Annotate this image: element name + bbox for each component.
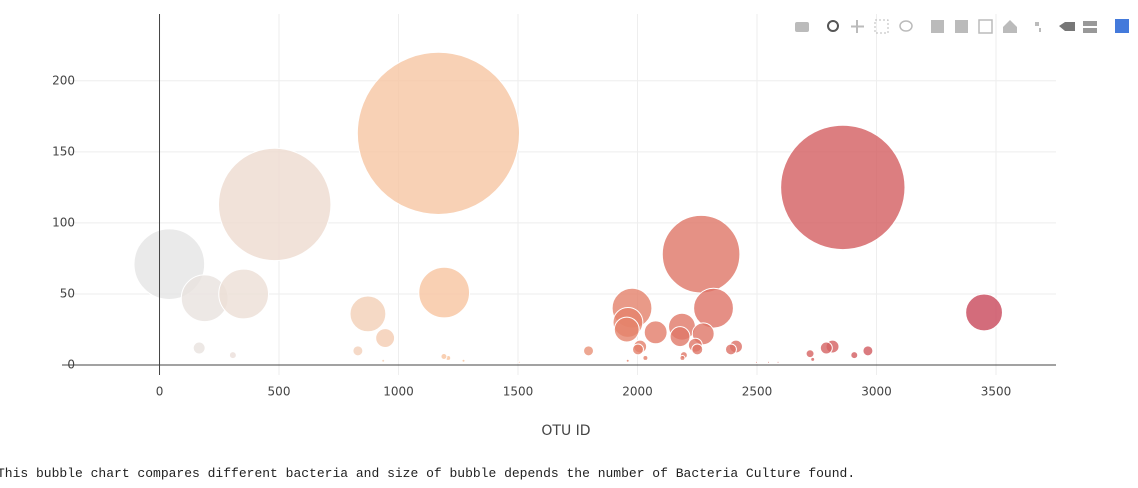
bubble	[613, 316, 640, 343]
x-tick-label: 1500	[503, 385, 534, 399]
bubble	[766, 360, 770, 364]
bubble	[724, 343, 737, 356]
y-tick-label: 100	[52, 215, 75, 229]
modebar[interactable]	[795, 19, 1129, 34]
x-tick-label: 0	[156, 385, 164, 399]
bubble	[693, 287, 734, 329]
bubble	[192, 341, 206, 355]
bubble	[669, 326, 691, 348]
autoscale-button[interactable]	[978, 19, 993, 34]
y-tick-label: 50	[60, 286, 75, 300]
bubble	[691, 343, 704, 356]
hover-closest-button[interactable]	[1059, 22, 1075, 31]
bubble	[632, 343, 644, 356]
bubble	[780, 124, 906, 251]
x-axis-title: OTU ID	[541, 423, 590, 439]
bubble	[356, 51, 521, 215]
bubble	[517, 360, 521, 364]
bubble	[375, 328, 396, 348]
bubble	[661, 214, 741, 294]
reset-button[interactable]	[1003, 20, 1017, 33]
spike-button[interactable]	[1035, 22, 1041, 32]
zoom-in-button[interactable]	[931, 20, 944, 33]
bubble	[643, 320, 668, 345]
chart: 0501001502000500100015002000250030003500…	[52, 14, 1129, 439]
lasso-button[interactable]	[899, 20, 913, 32]
plotly-logo[interactable]	[1115, 19, 1129, 33]
bubble	[349, 295, 387, 333]
caption: This bubble chart compares different bac…	[0, 466, 856, 481]
bubble	[133, 228, 206, 300]
bubble	[805, 349, 815, 359]
bubble	[218, 268, 270, 320]
bubble	[862, 345, 874, 357]
bubble	[755, 360, 759, 364]
x-tick-label: 3000	[861, 385, 892, 399]
bubble	[352, 345, 364, 357]
bubbles	[133, 51, 1003, 364]
zoom-out-button[interactable]	[955, 20, 968, 33]
x-tick-label: 3500	[981, 385, 1012, 399]
bubble	[850, 351, 859, 360]
bubble	[418, 266, 471, 319]
bubble	[217, 147, 332, 262]
y-tick-label: 150	[52, 144, 75, 158]
x-tick-label: 2500	[742, 385, 773, 399]
axes: 0501001502000500100015002000250030003500	[52, 14, 1056, 399]
x-tick-label: 500	[268, 385, 291, 399]
bubble	[819, 341, 833, 355]
bubble	[583, 345, 594, 357]
bubble	[381, 358, 386, 363]
bubble	[440, 353, 448, 361]
bubble	[461, 358, 466, 363]
pan-button[interactable]	[851, 20, 864, 33]
y-tick-label: 200	[52, 73, 75, 87]
camera-button[interactable]	[795, 22, 809, 32]
bubble	[228, 351, 237, 360]
bubble	[625, 358, 630, 363]
bubble	[776, 360, 780, 364]
zoom-button[interactable]	[827, 20, 839, 32]
select-button[interactable]	[874, 19, 889, 34]
x-tick-label: 2000	[622, 385, 653, 399]
bubble	[965, 293, 1003, 332]
bubble	[679, 354, 686, 361]
bubble	[642, 354, 649, 361]
bubble	[810, 356, 816, 362]
x-tick-label: 1000	[383, 385, 414, 399]
hover-compare-button[interactable]	[1083, 21, 1097, 33]
